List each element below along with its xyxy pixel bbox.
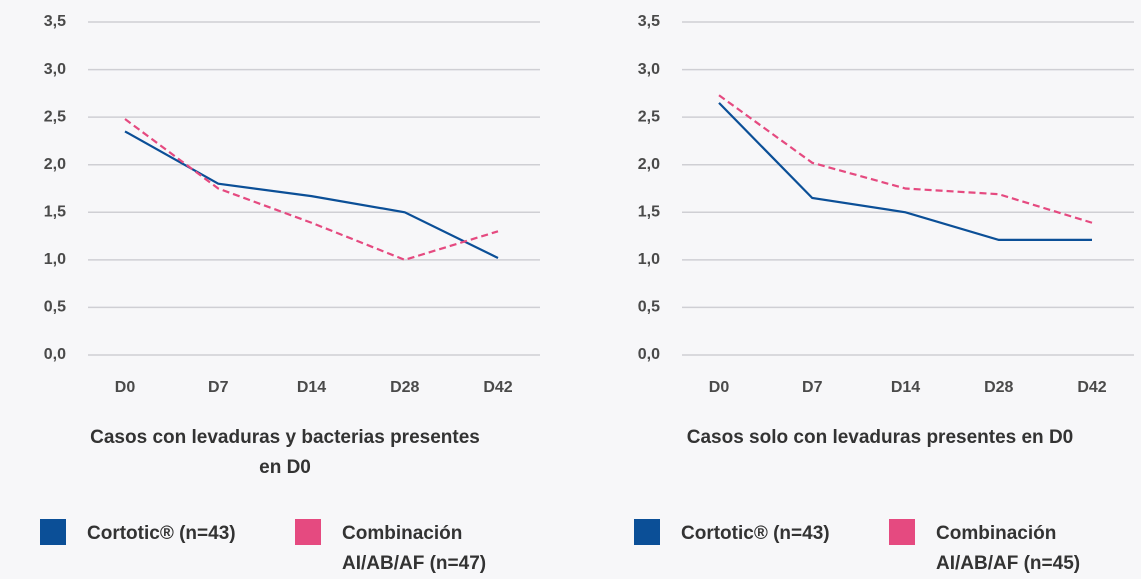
series-line: [718, 102, 1092, 241]
y-tick-label: 1,5: [44, 204, 66, 221]
x-tick-label: D0: [115, 379, 136, 396]
x-tick-label: D14: [297, 379, 326, 396]
x-tick-label: D42: [483, 379, 512, 396]
y-tick-label: 1,0: [44, 251, 66, 268]
y-tick-label: 3,5: [638, 13, 660, 30]
chart-caption: Casos con levaduras y bacterias presente…: [90, 427, 480, 478]
y-tick-label: 0,5: [44, 299, 66, 316]
x-tick-label: D28: [984, 379, 1013, 396]
y-tick-label: 2,5: [44, 108, 66, 125]
y-tick-label: 3,0: [638, 61, 660, 78]
y-tick-label: 1,0: [638, 251, 660, 268]
series-line: [718, 94, 1093, 224]
y-tick-label: 0,5: [638, 299, 660, 316]
x-tick-label: D28: [390, 379, 419, 396]
y-tick-label: 0,0: [638, 346, 660, 363]
legend-label: Combinación AI/AB/AF (n=45): [936, 523, 1081, 574]
legend-swatch: [889, 519, 915, 545]
y-tick-label: 2,5: [638, 108, 660, 125]
legend-swatch: [295, 519, 321, 545]
y-tick-label: 2,0: [638, 156, 660, 173]
y-tick-label: 2,0: [44, 156, 66, 173]
x-tick-label: D7: [208, 379, 229, 396]
legend-label: Cortotic® (n=43): [681, 523, 830, 544]
y-tick-label: 3,5: [44, 13, 66, 30]
series-line: [124, 130, 499, 259]
legend-label: Cortotic® (n=43): [87, 523, 236, 544]
y-tick-label: 1,5: [638, 204, 660, 221]
y-tick-label: 3,0: [44, 61, 66, 78]
x-tick-label: D14: [891, 379, 920, 396]
chart-caption: Casos solo con levaduras presentes en D0: [686, 427, 1074, 448]
x-tick-label: D7: [802, 379, 823, 396]
x-tick-label: D42: [1077, 379, 1106, 396]
y-tick-label: 0,0: [44, 346, 66, 363]
legend-swatch: [634, 519, 660, 545]
legend-swatch: [40, 519, 66, 545]
legend-label: Combinación AI/AB/AF (n=47): [342, 523, 487, 574]
x-tick-label: D0: [709, 379, 730, 396]
series-line: [124, 118, 499, 262]
